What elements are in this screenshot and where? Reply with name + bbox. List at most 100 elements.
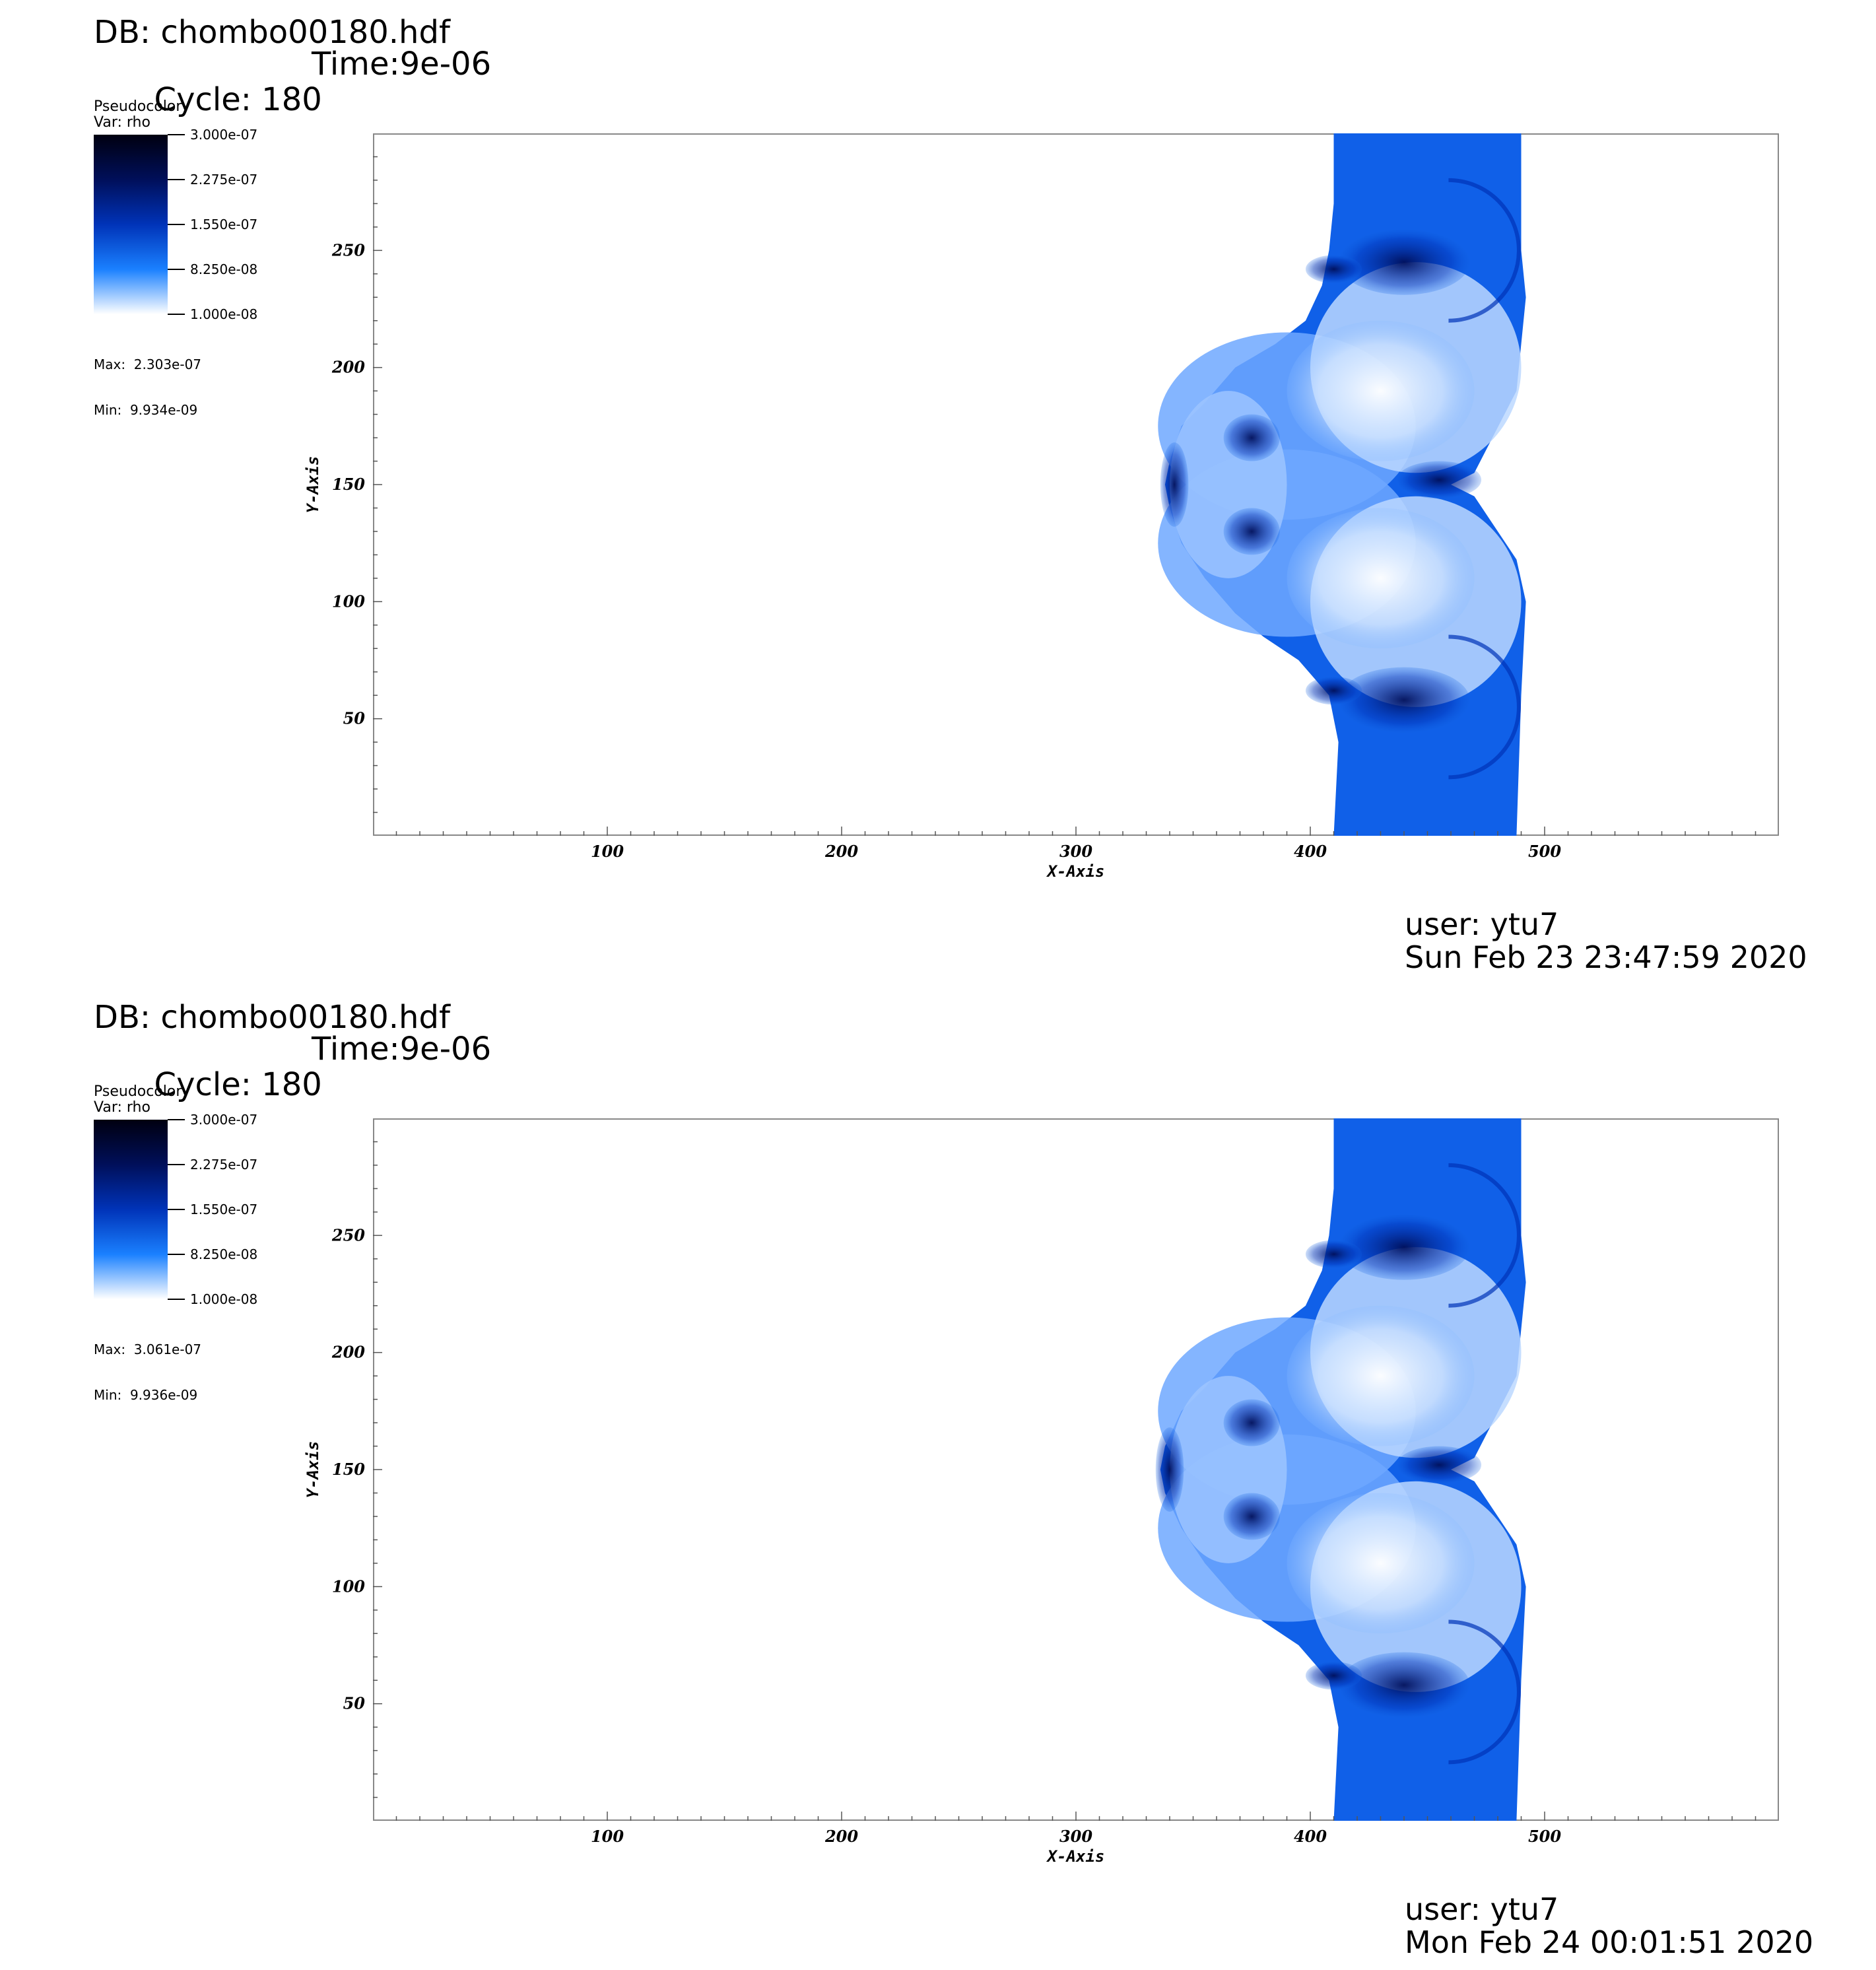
legend-title: Pseudocolor (94, 98, 182, 115)
high-density-filament (1397, 461, 1482, 499)
colorbar-label: 1.550e-07 (190, 1202, 258, 1217)
colorbar-label: 8.250e-08 (190, 1246, 258, 1262)
y-axis-title: Y-Axis (304, 1441, 322, 1499)
y-tick-label: 150 (332, 1460, 365, 1479)
x-axis-title: X-Axis (1046, 862, 1105, 881)
y-tick-label: 150 (332, 475, 365, 494)
high-density-filament (1223, 1493, 1280, 1540)
plot-svg: 100 200 300 400 500 50 100 150 200 250 X-Axis Y-Axi… (304, 1118, 1757, 1866)
database-label: DB: chombo00180.hdf (94, 14, 450, 51)
legend-max: Max: 3.061e-07 (94, 1342, 202, 1357)
x-tick-label: 400 (1294, 842, 1327, 861)
low-density-core (1287, 1493, 1475, 1634)
shock-arc (1448, 1619, 1521, 1765)
shock-arc (1448, 178, 1521, 323)
colorbar-label: 1.000e-08 (190, 1291, 258, 1307)
colorbar-label: 2.275e-07 (190, 172, 258, 187)
colorbar-tick (168, 1254, 185, 1255)
x-tick-label: 200 (824, 1827, 858, 1846)
high-density-filament (1223, 414, 1280, 461)
high-density-filament (1223, 508, 1280, 555)
high-density-filament (1305, 1661, 1362, 1690)
high-density-filament (1155, 1427, 1184, 1512)
date-label: Mon Feb 24 00:01:51 2020 (1405, 1924, 1814, 1960)
density-lobe (1170, 1376, 1287, 1563)
legend-header: Pseudocolor Var: rho (94, 99, 182, 131)
date-label: Sun Feb 23 23:47:59 2020 (1405, 939, 1807, 975)
y-tick-label: 200 (331, 358, 365, 377)
low-density-core (1287, 320, 1475, 461)
legend-title: Pseudocolor (94, 1083, 182, 1100)
legend-stats: Max: 3.061e-07 Min: 9.936e-09 (94, 1312, 201, 1433)
user-label: user: ytu7 (1405, 1891, 1559, 1927)
cycle-time-line: Cycle: 180 Time:9e-06 (94, 1031, 492, 1174)
x-tick-label: 500 (1528, 1827, 1561, 1846)
colorbar-label: 2.275e-07 (190, 1157, 258, 1172)
cycle-label: Cycle: 180 (154, 1066, 322, 1103)
high-density-filament (1338, 1652, 1470, 1718)
y-tick-label: 50 (343, 1694, 366, 1713)
axes-group: 100 200 300 400 500 50 100 150 200 250 X-Axis Y-Axi… (304, 1141, 1757, 1866)
x-axis-title: X-Axis (1046, 1847, 1105, 1866)
x-tick-label: 300 (1059, 842, 1092, 861)
y-axis-title: Y-Axis (304, 456, 322, 514)
y-tick-label: 200 (331, 1343, 365, 1362)
x-tick-label: 500 (1528, 842, 1561, 861)
colorbar-label: 8.250e-08 (190, 261, 258, 277)
time-label: Time:9e-06 (312, 1031, 492, 1068)
time-label: Time:9e-06 (312, 46, 492, 83)
density-field (1158, 133, 1526, 836)
high-density-filament (1338, 229, 1470, 295)
colorbar-label: 1.550e-07 (190, 217, 258, 232)
colorbar (94, 1120, 168, 1299)
colorbar-tick (168, 224, 185, 225)
high-density-filament (1223, 1399, 1280, 1446)
legend-max: Max: 2.303e-07 (94, 357, 202, 372)
low-density-core (1287, 508, 1475, 649)
colorbar (94, 135, 168, 314)
colorbar-tick (168, 1209, 185, 1210)
legend-min: Min: 9.934e-09 (94, 402, 198, 418)
legend-stats: Max: 2.303e-07 Min: 9.934e-09 (94, 327, 201, 448)
high-density-filament (1160, 442, 1189, 527)
x-tick-label: 200 (824, 842, 858, 861)
colorbar-label: 1.000e-08 (190, 306, 258, 322)
colorbar-tick (168, 1164, 185, 1165)
high-density-filament (1397, 1446, 1482, 1484)
cycle-label: Cycle: 180 (154, 81, 322, 118)
y-tick-label: 100 (332, 1577, 365, 1596)
legend-min: Min: 9.936e-09 (94, 1387, 198, 1403)
shock-arc (1448, 1163, 1521, 1308)
high-density-filament (1305, 255, 1362, 283)
y-tick-label: 250 (331, 240, 365, 259)
x-tick-label: 100 (591, 1827, 624, 1846)
high-density-filament (1305, 1240, 1362, 1268)
visit-plot-panel: DB: chombo00180.hdf Cycle: 180 Time:9e-0… (94, 14, 1807, 975)
colorbar-label: 3.000e-07 (190, 127, 258, 143)
plot-svg: 100 200 300 400 500 50 100 150 200 250 X-Axis Y-Axi… (304, 133, 1757, 881)
high-density-filament (1338, 667, 1470, 733)
colorbar-tick (168, 134, 185, 135)
y-tick-label: 100 (332, 592, 365, 611)
colorbar-tick (168, 1119, 185, 1120)
visit-plot-panel: DB: chombo00180.hdf Cycle: 180 Time:9e-0… (0, 985, 1876, 1970)
user-label: user: ytu7 (1405, 906, 1559, 942)
legend-header: Pseudocolor Var: rho (94, 1084, 182, 1116)
database-label: DB: chombo00180.hdf (94, 999, 450, 1036)
axes-group: 100 200 300 400 500 50 100 150 200 250 X-Axis Y-Axi… (304, 156, 1757, 881)
shock-arc (1448, 634, 1521, 780)
x-tick-label: 400 (1294, 1827, 1327, 1846)
density-field (1155, 1118, 1526, 1821)
y-tick-label: 50 (343, 709, 366, 728)
x-tick-label: 100 (591, 842, 624, 861)
low-density-core (1287, 1305, 1475, 1446)
y-tick-label: 250 (331, 1225, 365, 1244)
colorbar-label: 3.000e-07 (190, 1112, 258, 1128)
legend-variable: Var: rho (94, 1099, 151, 1116)
high-density-filament (1338, 1214, 1470, 1280)
colorbar-tick (168, 269, 185, 270)
colorbar-tick (168, 314, 185, 315)
x-tick-label: 300 (1059, 1827, 1092, 1846)
legend-variable: Var: rho (94, 114, 151, 131)
cycle-time-line: Cycle: 180 Time:9e-06 (94, 46, 492, 189)
